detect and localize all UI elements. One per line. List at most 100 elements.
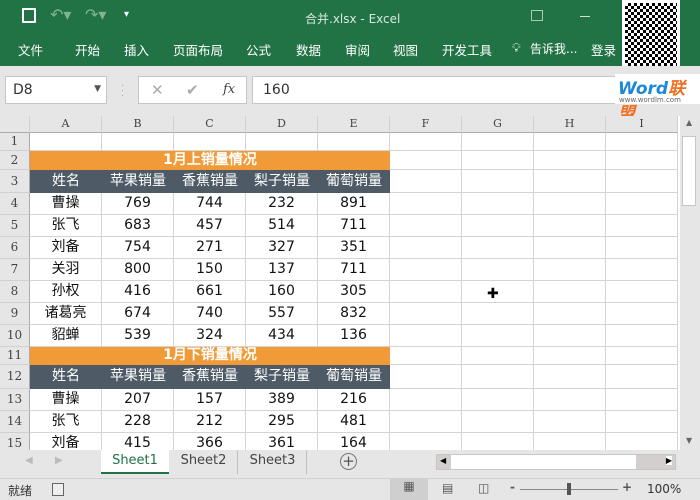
data-cell[interactable]: 136: [318, 325, 390, 347]
column-header-H[interactable]: H: [534, 116, 606, 133]
data-cell[interactable]: 305: [318, 281, 390, 303]
tab-developer[interactable]: 开发工具: [442, 43, 493, 58]
data-cell[interactable]: 434: [246, 325, 318, 347]
cell[interactable]: [534, 133, 606, 151]
cell[interactable]: [462, 303, 534, 325]
row-header-13[interactable]: 13: [0, 389, 30, 411]
tab-insert[interactable]: 插入: [124, 43, 150, 58]
login-link[interactable]: 登录: [591, 43, 617, 58]
cell[interactable]: [462, 193, 534, 215]
next-sheet-icon[interactable]: ▶: [55, 455, 63, 466]
data-cell[interactable]: 754: [102, 237, 174, 259]
undo-icon[interactable]: ↶▾: [50, 5, 72, 24]
cell[interactable]: [30, 133, 102, 151]
splitter-handle[interactable]: · · ·: [121, 81, 125, 102]
data-cell[interactable]: 683: [102, 215, 174, 237]
data-cell[interactable]: 389: [246, 389, 318, 411]
data-cell[interactable]: 228: [102, 411, 174, 433]
cell[interactable]: [606, 365, 678, 389]
enter-check-icon[interactable]: ✔: [186, 81, 199, 99]
cell[interactable]: [606, 151, 678, 170]
cell[interactable]: [534, 281, 606, 303]
cell[interactable]: [174, 133, 246, 151]
chevron-down-icon[interactable]: ▼: [94, 84, 101, 94]
data-cell[interactable]: 800: [102, 259, 174, 281]
data-cell[interactable]: 539: [102, 325, 174, 347]
data-cell[interactable]: 557: [246, 303, 318, 325]
cell[interactable]: [390, 325, 462, 347]
cell[interactable]: [606, 193, 678, 215]
cell[interactable]: [606, 389, 678, 411]
cell[interactable]: [390, 237, 462, 259]
tab-review[interactable]: 审阅: [345, 43, 371, 58]
data-cell[interactable]: 张飞: [30, 411, 102, 433]
select-all-corner[interactable]: [0, 116, 30, 133]
scroll-thumb[interactable]: [451, 455, 636, 469]
cell[interactable]: [390, 133, 462, 151]
page-break-view-icon[interactable]: ◫: [478, 481, 490, 495]
data-cell[interactable]: 674: [102, 303, 174, 325]
cell[interactable]: [390, 347, 462, 365]
insert-function-icon[interactable]: fx: [223, 82, 236, 97]
data-cell[interactable]: 诸葛亮: [30, 303, 102, 325]
cell[interactable]: [462, 281, 534, 303]
data-cell[interactable]: 曹操: [30, 193, 102, 215]
cell[interactable]: [462, 237, 534, 259]
cell[interactable]: [606, 433, 678, 450]
tab-formulas[interactable]: 公式: [246, 43, 272, 58]
cell[interactable]: [390, 259, 462, 281]
cell[interactable]: [534, 347, 606, 365]
cell[interactable]: [390, 170, 462, 193]
sheet-tab-sheet1[interactable]: Sheet1: [101, 450, 169, 474]
cell[interactable]: [534, 193, 606, 215]
cell[interactable]: [462, 433, 534, 450]
ribbon-display-icon[interactable]: [531, 10, 543, 21]
data-cell[interactable]: 514: [246, 215, 318, 237]
horizontal-scrollbar[interactable]: ◀ ▶: [436, 454, 676, 470]
cancel-icon[interactable]: ✕: [151, 81, 164, 99]
macro-record-icon[interactable]: [52, 483, 64, 496]
data-cell[interactable]: 324: [174, 325, 246, 347]
scroll-thumb[interactable]: [682, 136, 696, 206]
cell[interactable]: [390, 193, 462, 215]
cell[interactable]: [534, 170, 606, 193]
cell[interactable]: [534, 237, 606, 259]
data-cell[interactable]: 207: [102, 389, 174, 411]
data-cell[interactable]: 137: [246, 259, 318, 281]
vertical-scrollbar[interactable]: ▲ ▼: [680, 116, 700, 450]
data-cell[interactable]: 曹操: [30, 389, 102, 411]
cell[interactable]: [606, 259, 678, 281]
tab-file[interactable]: 文件: [18, 43, 44, 58]
cell[interactable]: [606, 281, 678, 303]
column-header-G[interactable]: G: [462, 116, 534, 133]
prev-sheet-icon[interactable]: ◀: [25, 455, 33, 466]
tab-view[interactable]: 视图: [393, 43, 419, 58]
cell[interactable]: [390, 433, 462, 450]
data-cell[interactable]: 366: [174, 433, 246, 450]
cell[interactable]: [534, 365, 606, 389]
column-header-A[interactable]: A: [30, 116, 102, 133]
zoom-slider-thumb[interactable]: [567, 483, 571, 495]
row-header-1[interactable]: 1: [0, 133, 30, 151]
data-cell[interactable]: 150: [174, 259, 246, 281]
row-header-3[interactable]: 3: [0, 170, 30, 193]
cell[interactable]: [534, 215, 606, 237]
column-header-F[interactable]: F: [390, 116, 462, 133]
cell[interactable]: [534, 325, 606, 347]
data-cell[interactable]: 711: [318, 215, 390, 237]
cell[interactable]: [462, 259, 534, 281]
data-cell[interactable]: 貂蝉: [30, 325, 102, 347]
cell[interactable]: [462, 365, 534, 389]
data-cell[interactable]: 212: [174, 411, 246, 433]
save-icon[interactable]: [22, 8, 36, 23]
row-header-6[interactable]: 6: [0, 237, 30, 259]
cell[interactable]: [390, 411, 462, 433]
row-header-2[interactable]: 2: [0, 151, 30, 170]
row-header-5[interactable]: 5: [0, 215, 30, 237]
row-header-8[interactable]: 8: [0, 281, 30, 303]
data-cell[interactable]: 415: [102, 433, 174, 450]
zoom-in-button[interactable]: +: [622, 480, 633, 494]
cell[interactable]: [606, 215, 678, 237]
data-cell[interactable]: 744: [174, 193, 246, 215]
data-cell[interactable]: 关羽: [30, 259, 102, 281]
